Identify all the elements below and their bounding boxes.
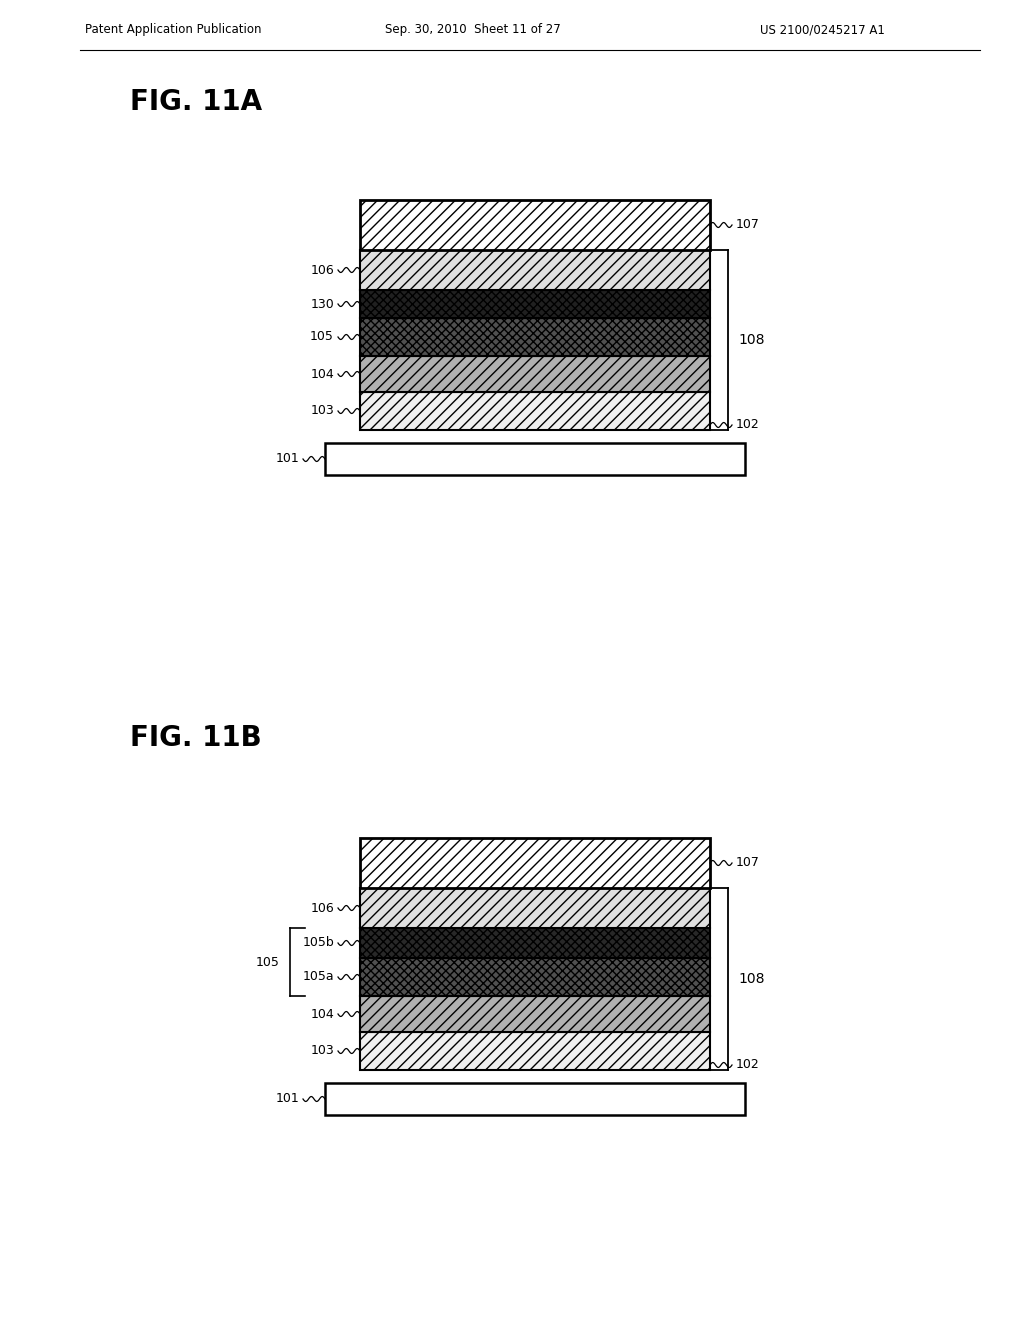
- Bar: [360, 290, 710, 318]
- Text: 102: 102: [736, 418, 760, 432]
- Text: 105: 105: [310, 330, 334, 343]
- Text: 101: 101: [275, 1093, 299, 1106]
- Bar: [360, 928, 710, 958]
- Text: US 2100/0245217 A1: US 2100/0245217 A1: [760, 24, 885, 37]
- Text: 102: 102: [736, 1059, 760, 1072]
- Bar: [360, 958, 710, 997]
- Text: 104: 104: [310, 367, 334, 380]
- Bar: [360, 356, 710, 392]
- Bar: [360, 838, 710, 888]
- Text: 106: 106: [310, 902, 334, 915]
- Bar: [360, 888, 710, 928]
- Bar: [325, 1082, 745, 1115]
- Text: 101: 101: [275, 453, 299, 466]
- Text: 103: 103: [310, 1044, 334, 1057]
- Text: 103: 103: [310, 404, 334, 417]
- Bar: [360, 1032, 710, 1071]
- Text: Patent Application Publication: Patent Application Publication: [85, 24, 261, 37]
- Text: FIG. 11A: FIG. 11A: [130, 88, 262, 116]
- Bar: [325, 444, 745, 475]
- Bar: [360, 997, 710, 1032]
- Text: FIG. 11B: FIG. 11B: [130, 723, 262, 752]
- Text: 105a: 105a: [302, 970, 334, 983]
- Text: 108: 108: [738, 972, 765, 986]
- Text: 106: 106: [310, 264, 334, 276]
- Bar: [360, 318, 710, 356]
- Bar: [360, 392, 710, 430]
- Bar: [360, 249, 710, 290]
- Bar: [360, 201, 710, 249]
- Text: 105b: 105b: [302, 936, 334, 949]
- Text: Sep. 30, 2010  Sheet 11 of 27: Sep. 30, 2010 Sheet 11 of 27: [385, 24, 561, 37]
- Text: 130: 130: [310, 297, 334, 310]
- Text: 108: 108: [738, 333, 765, 347]
- Text: 105: 105: [256, 956, 280, 969]
- Text: 104: 104: [310, 1007, 334, 1020]
- Text: 107: 107: [736, 857, 760, 870]
- Text: 107: 107: [736, 219, 760, 231]
